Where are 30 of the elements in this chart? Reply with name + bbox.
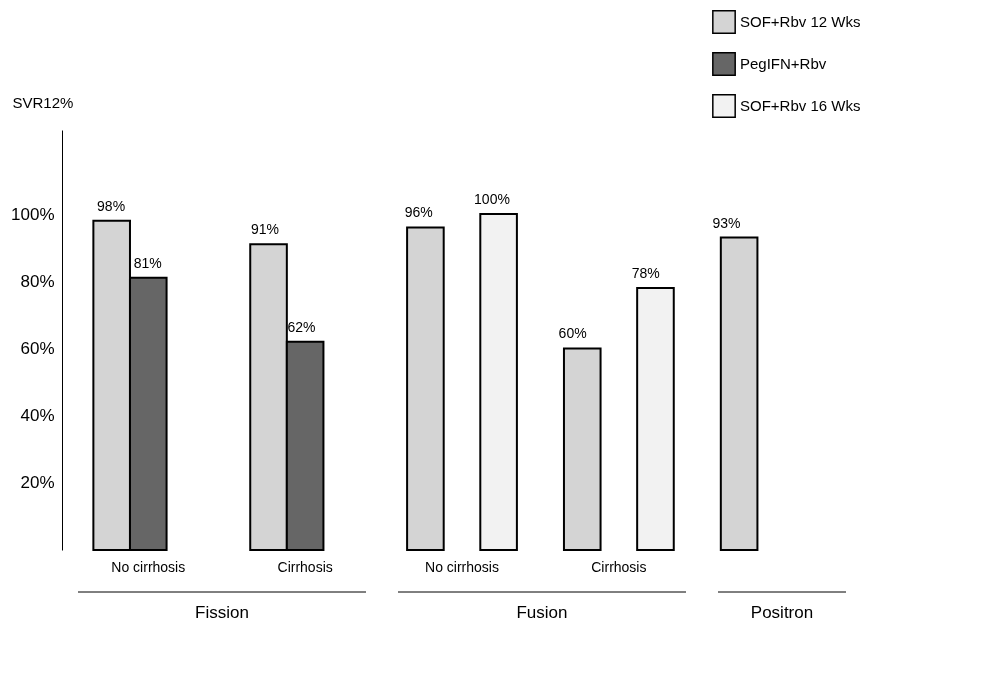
y-tick-label: 100%: [11, 204, 55, 224]
data-label: 91%: [250, 221, 279, 238]
data-label: 62%: [287, 318, 316, 335]
bar: [719, 236, 759, 551]
y-tick-label: 80%: [20, 271, 55, 291]
data-label: 60%: [558, 325, 587, 342]
bar: [479, 213, 518, 551]
x-tick-label: Cirrhosis: [277, 558, 333, 575]
y-tick-label: 20%: [20, 473, 55, 493]
data-label: 81%: [133, 254, 162, 271]
text: Fusion: [516, 603, 568, 622]
data-label: 93%: [712, 214, 741, 231]
data-label: 78%: [631, 264, 660, 281]
bar: [636, 286, 675, 551]
text: Positron: [750, 603, 814, 622]
legend-label: SOF+Rbv 16 Wks: [740, 97, 861, 114]
bar: [562, 347, 602, 551]
text: Fission: [195, 603, 249, 622]
y-axis-title: SVR12%: [12, 93, 74, 111]
data-label: 100%: [474, 191, 510, 207]
y-tick-label: 40%: [20, 406, 55, 426]
legend-label: PegIFN+Rbv: [740, 55, 827, 72]
legend-label: SOF+Rbv 12 Wks: [740, 13, 861, 30]
bar: [406, 226, 445, 551]
data-label: 98%: [97, 197, 126, 214]
x-tick-label: Cirrhosis: [591, 558, 647, 575]
data-label: 96%: [404, 204, 433, 221]
y-tick-label: 60%: [20, 338, 55, 358]
x-tick-label: No cirrhosis: [111, 558, 186, 575]
x-tick-label: No cirrhosis: [425, 558, 499, 575]
